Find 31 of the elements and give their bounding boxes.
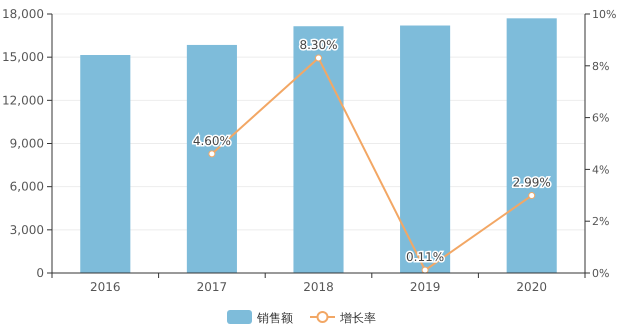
y2-tick-label: 6% (592, 112, 610, 125)
y2-tick-label: 4% (592, 163, 610, 176)
y-tick-label: 18,000 (2, 7, 44, 21)
y-tick-label: 9,000 (10, 136, 44, 150)
bar (186, 44, 237, 273)
x-tick-label: 2017 (196, 280, 228, 294)
y-tick-label: 0 (36, 266, 44, 280)
legend-label: 销售额 (256, 311, 293, 325)
y2-tick-label: 0% (592, 267, 610, 280)
point (208, 150, 216, 158)
y-tick-label: 12,000 (2, 93, 44, 108)
data-label: 2.99% (512, 176, 551, 190)
bar (400, 26, 450, 273)
y2-tick-label: 10% (592, 8, 616, 21)
bar (506, 18, 557, 273)
y2-tick-label: 2% (592, 215, 610, 228)
bar (80, 55, 130, 273)
point (315, 54, 322, 62)
y-tick-label: 3,000 (10, 222, 44, 237)
data-label: 8.30% (299, 38, 338, 52)
x-tick-label: 2019 (410, 280, 440, 294)
legend-label: 增长率 (339, 311, 376, 325)
point (422, 266, 429, 274)
y2-tick-label: 8% (592, 60, 610, 73)
bar (293, 26, 344, 273)
point (528, 192, 536, 200)
y-tick-label: 6,000 (10, 180, 44, 194)
x-tick-label: 2016 (90, 280, 121, 294)
y-tick-label: 15,000 (2, 50, 44, 64)
x-tick-label: 2020 (516, 280, 547, 294)
x-tick-label: 2018 (303, 280, 334, 294)
